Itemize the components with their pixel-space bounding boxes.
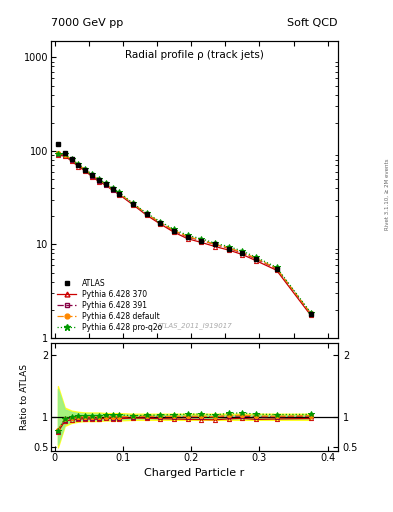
X-axis label: Charged Particle r: Charged Particle r: [144, 467, 245, 478]
Legend: ATLAS, Pythia 6.428 370, Pythia 6.428 391, Pythia 6.428 default, Pythia 6.428 pr: ATLAS, Pythia 6.428 370, Pythia 6.428 39…: [55, 277, 165, 334]
Text: Radial profile ρ (track jets): Radial profile ρ (track jets): [125, 50, 264, 60]
Text: ATLAS_2011_I919017: ATLAS_2011_I919017: [157, 322, 232, 329]
Text: 7000 GeV pp: 7000 GeV pp: [51, 18, 123, 28]
Y-axis label: Ratio to ATLAS: Ratio to ATLAS: [20, 364, 29, 430]
Text: Rivet 3.1.10, ≥ 2M events: Rivet 3.1.10, ≥ 2M events: [385, 159, 389, 230]
Text: Soft QCD: Soft QCD: [288, 18, 338, 28]
